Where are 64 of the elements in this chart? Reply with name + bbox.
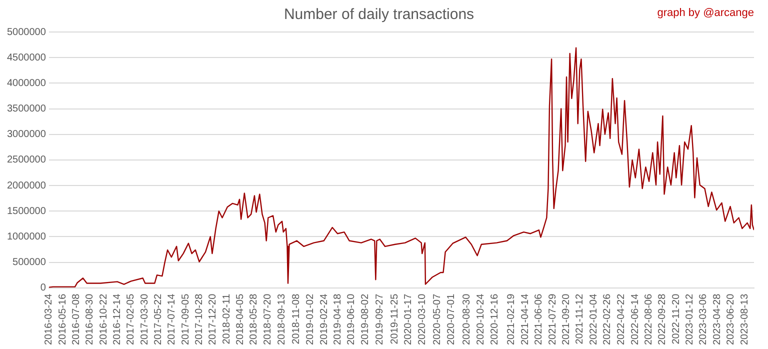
x-tick-label: 2018-05-28 [248, 293, 260, 346]
x-tick-label: 2021-11-12 [574, 293, 586, 344]
x-tick-label: 2023-04-28 [712, 293, 723, 346]
y-tick-label: 1500000 [6, 206, 46, 217]
x-tick-label: 2021-02-19 [506, 293, 518, 346]
x-tick-label: 2016-05-16 [57, 293, 68, 346]
x-tick-label: 2021-04-14 [520, 293, 531, 346]
x-tick-label: 2016-12-14 [112, 293, 124, 346]
chart-title: Number of daily transactions [284, 6, 474, 24]
x-tick-label: 2017-10-28 [194, 293, 206, 346]
y-tick-label: 3500000 [6, 104, 46, 115]
x-tick-label: 2023-03-06 [698, 293, 710, 346]
x-tick-label: 2020-12-16 [489, 293, 500, 346]
x-tick-label: 2019-11-25 [390, 293, 401, 344]
x-tick-label: 2016-03-24 [44, 293, 55, 346]
x-tick-label: 2022-02-26 [602, 293, 614, 346]
x-tick-label: 2019-09-27 [374, 293, 386, 346]
x-tick-label: 2019-08-02 [360, 293, 371, 346]
x-tick-label: 2017-12-20 [208, 293, 219, 346]
y-tick-label: 3000000 [6, 129, 46, 140]
x-tick-label: 2016-07-08 [71, 293, 82, 346]
x-tick-label: 2017-07-14 [166, 293, 178, 346]
y-tick-label: 2000000 [6, 180, 46, 192]
x-tick-label: 2019-04-18 [332, 293, 344, 346]
x-tick-label: 2022-01-04 [588, 293, 600, 346]
text: graph by @arcange [657, 7, 754, 19]
x-tick-label: 2023-06-20 [726, 293, 737, 346]
x-tick-label: 2019-02-24 [318, 293, 330, 346]
x-tick-label: 2022-09-28 [657, 293, 668, 346]
y-tick-label: 4500000 [6, 52, 46, 64]
x-tick-label: 2017-09-05 [180, 293, 192, 346]
y-tick-label: 1000000 [6, 231, 46, 242]
x-tick-label: 2023-01-12 [684, 293, 696, 346]
x-tick-label: 2022-04-22 [616, 293, 628, 346]
x-tick-label: 2016-10-22 [98, 293, 110, 346]
x-tick-label: 2020-10-24 [476, 293, 487, 346]
x-tick-label: 2022-08-06 [644, 293, 655, 346]
x-tick-label: 2023-08-13 [739, 293, 750, 346]
x-tick-label: 2020-07-01 [446, 293, 457, 346]
x-tick-label: 2016-08-30 [84, 293, 96, 346]
x-tick-label: 2021-06-06 [534, 293, 545, 346]
y-tick-label: 5000000 [6, 26, 46, 38]
x-tick-label: 2018-09-13 [276, 293, 288, 346]
x-tick-label: 2020-05-07 [432, 293, 443, 346]
x-tick-label: 2019-01-02 [305, 293, 316, 346]
x-tick-label: 2022-11-20 [670, 293, 682, 344]
x-tick-label: 2019-06-10 [346, 293, 358, 346]
y-tick-label: 4000000 [6, 78, 46, 89]
x-tick-label: 2018-02-11 [221, 293, 232, 344]
y-tick-label: 2500000 [6, 154, 46, 166]
x-tick-label: 2017-03-30 [139, 293, 150, 346]
x-tick-label: 2022-06-14 [630, 293, 641, 346]
x-tick-label: 2020-08-30 [461, 293, 472, 346]
x-tick-label: 2017-02-05 [126, 293, 137, 346]
x-tick-label: 2020-01-17 [403, 293, 414, 346]
y-tick-label: 500000 [12, 257, 46, 268]
x-tick-label: 2018-11-08 [290, 293, 302, 344]
y-tick-label: 0 [40, 282, 46, 294]
x-tick-label: 2018-04-05 [235, 293, 246, 346]
x-tick-label: 2020-03-10 [416, 293, 428, 346]
x-tick-label: 2017-05-22 [153, 293, 164, 346]
x-tick-label: 2018-07-20 [262, 293, 274, 346]
x-tick-label: 2021-07-29 [547, 293, 558, 346]
x-tick-label: 2021-09-20 [561, 293, 572, 346]
